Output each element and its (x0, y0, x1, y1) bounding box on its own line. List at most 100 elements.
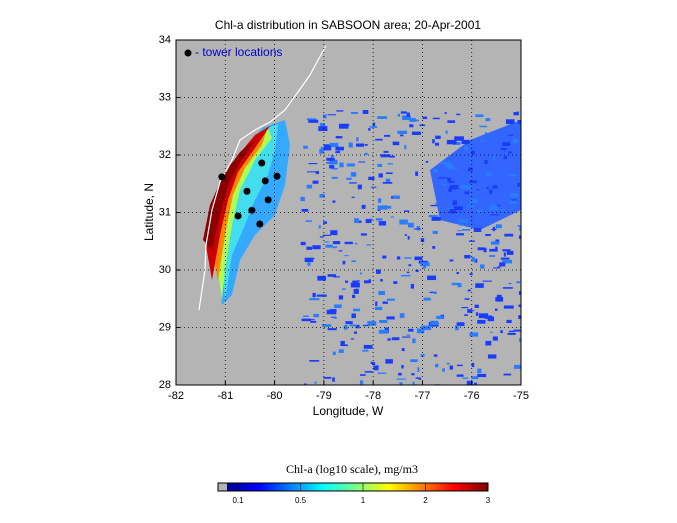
chl-speckle (329, 165, 335, 169)
chl-speckle (369, 126, 378, 128)
chl-speckle (413, 228, 421, 230)
chl-speckle (306, 246, 312, 250)
chl-speckle (448, 187, 452, 193)
chl-speckle (467, 204, 475, 208)
chl-speckle (401, 348, 405, 352)
chl-speckle (409, 118, 416, 122)
chl-speckle (363, 344, 373, 349)
colorbar-tick-label: 1 (361, 496, 366, 505)
chl-speckle (378, 290, 386, 295)
chl-speckle (519, 227, 521, 231)
chl-speckle (370, 186, 377, 188)
chl-speckle (471, 256, 475, 259)
chl-speckle (375, 138, 383, 141)
chl-speckle (492, 336, 498, 341)
chl-speckle (340, 344, 348, 347)
x-tick-label: -82 (168, 390, 184, 402)
chl-speckle (307, 257, 315, 260)
chl-speckle (421, 325, 432, 331)
chl-speckle (451, 282, 460, 286)
chl-speckle (400, 134, 404, 137)
chl-speckle (469, 240, 476, 242)
chl-speckle (375, 301, 378, 307)
chl-speckle (411, 131, 421, 135)
chl-speckle (468, 167, 473, 172)
chl-speckle (346, 177, 352, 180)
chl-speckle (338, 123, 349, 129)
chl-speckle (335, 151, 340, 154)
chl-speckle (508, 134, 514, 136)
chl-speckle (415, 377, 420, 379)
chl-speckle (427, 275, 437, 281)
chl-speckle (326, 162, 331, 164)
chl-speckle (495, 308, 498, 311)
chl-speckle (464, 255, 471, 259)
chl-speckle (466, 380, 473, 385)
chl-speckle (339, 162, 344, 168)
chl-speckle (432, 230, 438, 235)
y-tick-label: 29 (159, 321, 171, 333)
chl-speckle (411, 373, 415, 376)
chl-speckle (386, 298, 395, 301)
chl-speckle (412, 338, 416, 344)
colorbar-nodata (218, 483, 227, 491)
chl-speckle (495, 246, 498, 250)
chl-speckle (301, 208, 309, 212)
chl-speckle (323, 146, 332, 151)
chl-speckle (447, 177, 451, 182)
chl-patch (203, 140, 255, 250)
chl-speckle (360, 233, 367, 236)
chl-speckle (461, 139, 470, 144)
chl-speckle (416, 328, 425, 334)
chl-speckle (353, 308, 361, 312)
chl-speckle (412, 381, 415, 385)
chl-speckle (440, 161, 451, 164)
chl-speckle (509, 200, 518, 204)
chl-speckle (471, 362, 475, 368)
chl-speckle (332, 351, 336, 355)
chl-speckle (377, 205, 388, 210)
chl-speckle (505, 119, 515, 125)
chl-speckle (469, 180, 477, 184)
chl-speckle (450, 185, 459, 190)
chl-speckle (308, 163, 318, 165)
chl-speckle (503, 156, 507, 160)
chl-speckle (340, 340, 345, 345)
chl-speckle (418, 377, 422, 380)
chl-speckle (471, 150, 475, 155)
chl-speckle (396, 378, 407, 380)
chl-speckle (357, 184, 362, 190)
chl-speckle (403, 210, 410, 212)
chl-speckle (484, 159, 488, 165)
chl-speckle (489, 255, 496, 257)
chl-speckle (491, 228, 497, 230)
chl-speckle (485, 132, 488, 135)
chl-speckle (430, 320, 438, 326)
chl-speckle (430, 204, 438, 207)
chl-speckle (329, 142, 339, 148)
chl-speckle (420, 262, 430, 267)
chl-speckle (503, 305, 514, 309)
chl-speckle (446, 362, 450, 365)
chl-speckle (389, 155, 395, 158)
chl-speckle (392, 141, 400, 146)
chl-speckle (326, 157, 335, 161)
chl-speckle (353, 331, 357, 334)
chl-speckle (471, 376, 479, 380)
chl-speckle (375, 218, 383, 221)
chl-speckle (475, 114, 484, 118)
chl-speckle (367, 321, 377, 326)
chl-speckle (429, 291, 436, 294)
chl-speckle (500, 257, 510, 260)
chl-speckle (353, 289, 359, 294)
chl-speckle (351, 260, 357, 263)
chl-speckle (402, 336, 411, 338)
chl-speckle (336, 110, 344, 112)
tower-location (256, 220, 264, 228)
chl-speckle (379, 319, 388, 323)
chl-speckle (493, 155, 496, 161)
chl-speckle (362, 349, 369, 352)
chl-speckle (456, 113, 461, 116)
chl-speckle (350, 111, 359, 114)
chl-speckle (327, 328, 337, 331)
